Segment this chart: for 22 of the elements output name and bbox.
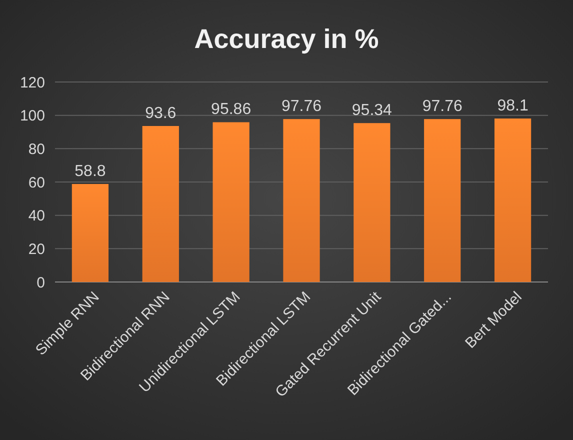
data-label: 98.1 (497, 98, 528, 114)
bar (283, 119, 320, 282)
y-tick-label: 0 (36, 274, 45, 292)
data-label: 97.76 (422, 98, 462, 116)
data-label: 97.76 (281, 98, 322, 116)
bar (424, 119, 461, 282)
y-tick-label: 100 (20, 108, 45, 125)
bar (354, 123, 390, 282)
y-tick-label: 120 (20, 74, 45, 92)
bar (212, 122, 250, 282)
data-label: 95.34 (352, 102, 392, 120)
y-tick-label: 60 (28, 174, 45, 192)
data-label: 93.6 (145, 105, 176, 122)
bar (494, 118, 532, 282)
chart-title: Accuracy in % (194, 24, 379, 54)
y-tick-label: 80 (28, 140, 45, 158)
y-tick-label: 20 (28, 240, 45, 258)
data-label: 95.86 (211, 101, 252, 118)
data-label: 58.8 (74, 163, 106, 180)
y-tick-label: 40 (28, 208, 45, 225)
bar (142, 126, 179, 282)
bar (72, 184, 109, 282)
